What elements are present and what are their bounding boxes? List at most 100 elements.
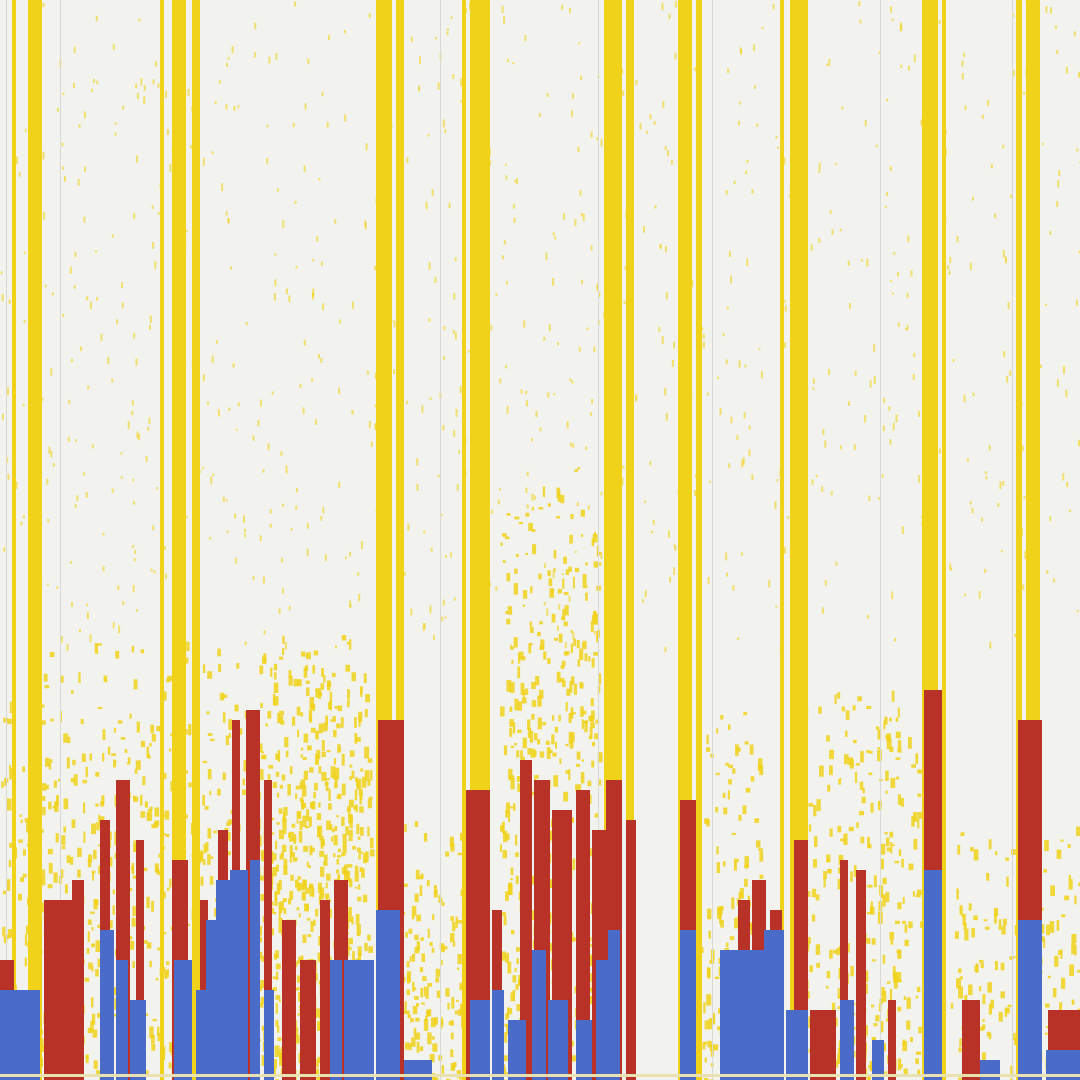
yellow-speckle	[95, 803, 99, 807]
yellow-speckle	[814, 836, 818, 847]
yellow-speckle	[784, 305, 787, 312]
yellow-speckle	[296, 706, 301, 716]
yellow-speckle	[266, 158, 269, 164]
yellow-speckle	[454, 257, 457, 262]
yellow-speckle	[546, 93, 549, 98]
yellow-speckle	[96, 643, 102, 646]
yellow-speckle	[135, 83, 138, 89]
yellow-speckle	[726, 572, 728, 577]
yellow-speckle	[875, 726, 880, 730]
yellow-speckle	[516, 958, 519, 965]
yellow-speckle	[641, 599, 644, 603]
yellow-speckle	[210, 476, 213, 485]
yellow-speckle	[222, 496, 225, 502]
yellow-speckle	[725, 552, 728, 561]
yellow-speckle	[300, 754, 303, 758]
yellow-speckle	[429, 397, 432, 401]
yellow-speckle	[527, 748, 532, 755]
yellow-speckle	[517, 666, 521, 679]
yellow-speckle	[751, 189, 754, 194]
yellow-speckle	[321, 740, 325, 751]
yellow-speckle	[313, 650, 319, 656]
yellow-speckle	[829, 749, 834, 760]
yellow-speckle	[827, 784, 831, 792]
yellow-speckle	[1073, 31, 1076, 37]
yellow-speckle	[345, 826, 349, 836]
yellow-speckle	[889, 165, 892, 171]
yellow-speckle	[585, 592, 588, 601]
yellow-speckle	[299, 782, 303, 789]
yellow-speckle	[902, 1041, 908, 1052]
yellow-speckle	[360, 541, 363, 549]
yellow-speckle	[315, 419, 318, 425]
yellow-speckle	[460, 78, 463, 87]
yellow-speckle	[187, 89, 190, 96]
yellow-speckle	[1046, 924, 1050, 936]
yellow-speckle	[393, 322, 396, 328]
yellow-speckle	[748, 922, 753, 930]
yellow-speckle	[505, 163, 507, 166]
yellow-speckle	[916, 894, 921, 898]
yellow-speckle	[725, 762, 729, 766]
yellow-speckle	[890, 939, 894, 945]
yellow-speckle	[581, 642, 584, 648]
yellow-speckle	[884, 205, 887, 209]
yellow-speckle	[1056, 201, 1059, 208]
yellow-speckle	[278, 715, 284, 722]
yellow-speckle	[337, 793, 342, 798]
yellow-speckle	[513, 217, 516, 224]
yellow-speckle	[993, 907, 999, 917]
yellow-speckle	[505, 891, 509, 901]
yellow-speckle	[449, 836, 454, 847]
yellow-speckle	[571, 676, 575, 685]
yellow-speckle	[868, 772, 873, 776]
yellow-speckle	[522, 697, 527, 704]
yellow-speckle	[979, 959, 984, 963]
yellow-speckle	[622, 90, 625, 97]
yellow-speckle	[140, 740, 146, 748]
yellow-speckle	[593, 561, 599, 568]
yellow-speckle	[441, 616, 444, 622]
red-bar	[264, 780, 272, 1080]
yellow-speckle	[913, 838, 918, 850]
yellow-speckle	[956, 888, 959, 900]
yellow-speckle	[661, 336, 664, 345]
yellow-speckle	[818, 238, 821, 243]
yellow-speckle	[582, 585, 588, 589]
yellow-speckle	[85, 492, 88, 498]
yellow-speckle	[838, 778, 841, 785]
yellow-speckle	[918, 410, 920, 417]
yellow-speckle	[860, 751, 864, 763]
yellow-speckle	[366, 370, 369, 375]
yellow-speckle	[577, 467, 580, 470]
yellow-speckle	[345, 664, 351, 672]
yellow-stripe	[192, 0, 200, 1080]
yellow-speckle	[738, 814, 742, 821]
yellow-speckle	[392, 320, 395, 323]
yellow-speckle	[85, 766, 88, 778]
yellow-speckle	[136, 431, 139, 439]
yellow-speckle	[500, 706, 505, 717]
yellow-speckle	[776, 146, 779, 149]
yellow-speckle	[539, 427, 542, 432]
yellow-speckle	[960, 832, 965, 836]
yellow-speckle	[319, 892, 325, 900]
yellow-speckle	[643, 225, 645, 233]
yellow-speckle	[591, 760, 595, 768]
yellow-speckle	[720, 919, 724, 928]
yellow-speckle	[442, 119, 445, 128]
yellow-speckle	[295, 1035, 300, 1044]
yellow-speckle	[570, 732, 575, 742]
yellow-speckle	[299, 797, 304, 803]
yellow-speckle	[50, 368, 53, 376]
yellow-speckle	[514, 180, 517, 183]
yellow-speckle	[873, 1023, 878, 1027]
yellow-speckle	[591, 615, 597, 624]
yellow-speckle	[133, 212, 136, 220]
yellow-speckle	[736, 435, 739, 440]
yellow-speckle	[302, 815, 307, 827]
yellow-speckle	[457, 920, 462, 924]
yellow-speckle	[302, 934, 307, 943]
yellow-speckle	[427, 983, 433, 987]
yellow-speckle	[283, 865, 288, 875]
